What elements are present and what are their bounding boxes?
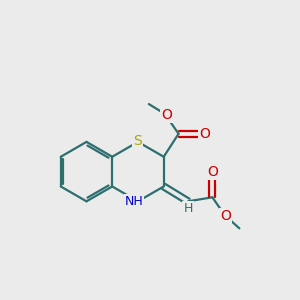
- Text: S: S: [134, 134, 142, 148]
- Text: NH: NH: [124, 195, 143, 208]
- Text: O: O: [199, 127, 210, 141]
- Text: H: H: [183, 202, 193, 215]
- Text: O: O: [220, 209, 231, 223]
- Text: O: O: [161, 108, 172, 122]
- Text: O: O: [207, 165, 218, 178]
